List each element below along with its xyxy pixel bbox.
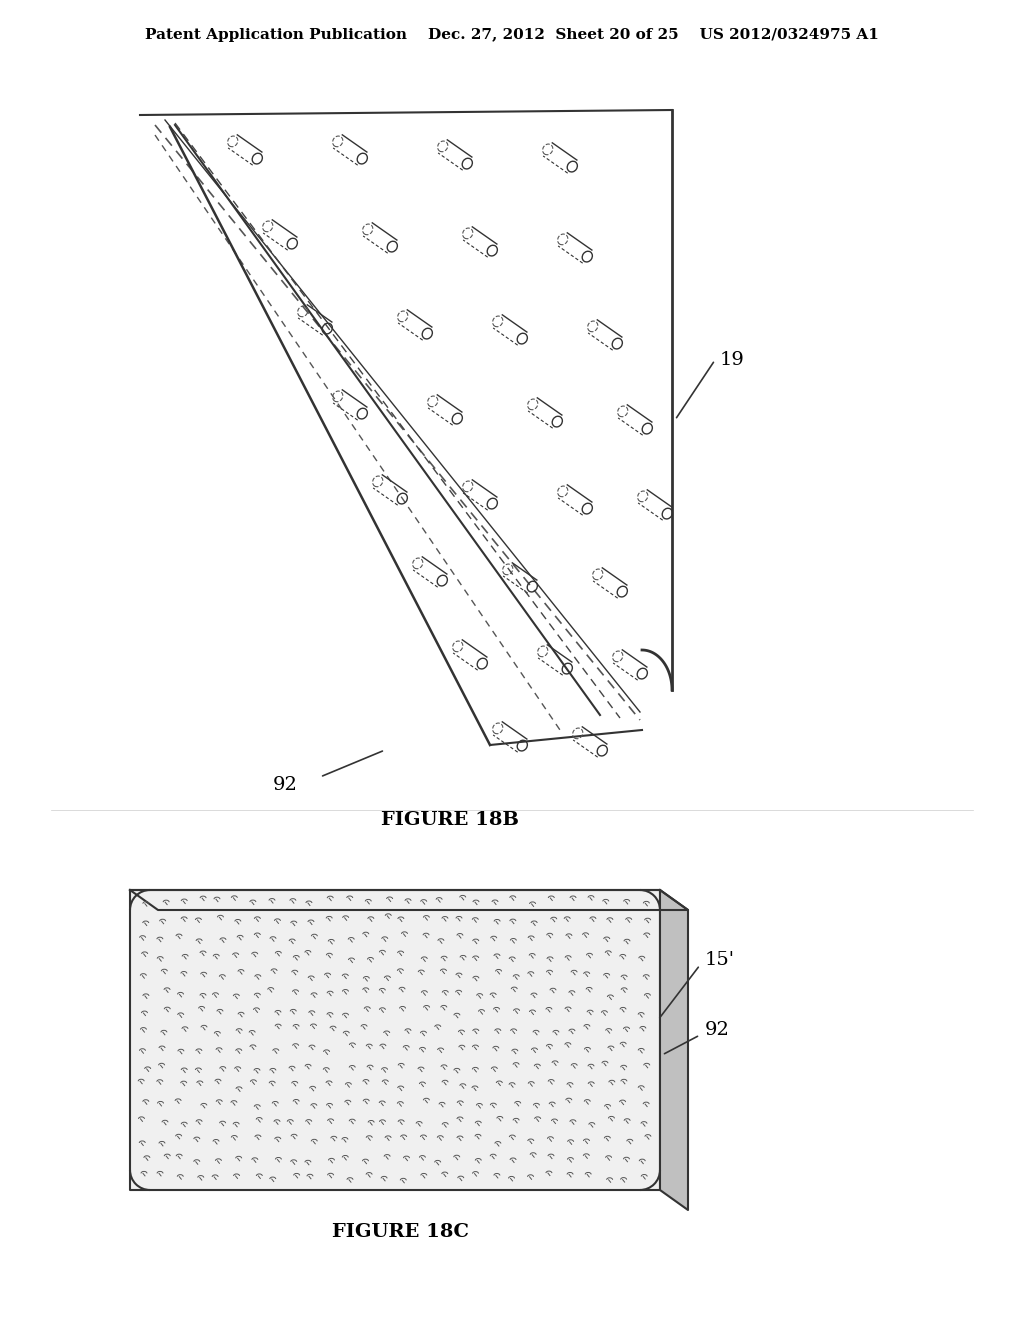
Text: Patent Application Publication    Dec. 27, 2012  Sheet 20 of 25    US 2012/03249: Patent Application Publication Dec. 27, …	[145, 28, 879, 42]
Polygon shape	[130, 890, 660, 1191]
Text: FIGURE 18B: FIGURE 18B	[381, 810, 519, 829]
Text: 19: 19	[720, 351, 744, 370]
Polygon shape	[660, 890, 688, 1210]
Polygon shape	[130, 890, 688, 909]
Text: FIGURE 18C: FIGURE 18C	[332, 1224, 469, 1241]
Text: 92: 92	[272, 776, 297, 795]
Text: 92: 92	[705, 1020, 730, 1039]
Text: 15': 15'	[705, 950, 735, 969]
